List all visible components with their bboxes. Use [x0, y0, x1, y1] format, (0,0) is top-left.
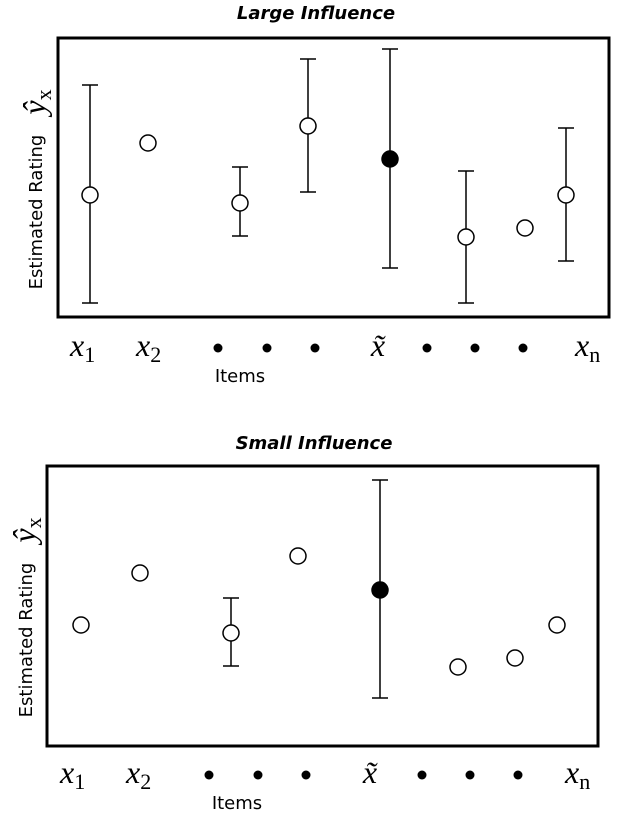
y-label: Estimated Rating	[16, 563, 37, 718]
x-item: xn	[564, 754, 590, 794]
y-symbol-sub: x	[31, 89, 56, 100]
x-item: xn	[574, 327, 600, 367]
marker	[518, 343, 528, 353]
label-part: x	[135, 327, 150, 363]
x-item: x̃	[362, 754, 378, 790]
marker	[289, 547, 307, 565]
label-part: x	[564, 754, 579, 790]
x-item: x1	[69, 327, 95, 367]
marker	[422, 343, 432, 353]
marker	[506, 649, 524, 667]
y-symbol: ŷx	[16, 89, 56, 117]
label-part: x	[125, 754, 140, 790]
marker	[513, 770, 523, 780]
plot-frame	[45, 464, 600, 748]
y-symbol-sub: x	[21, 517, 46, 528]
label-part: n	[579, 769, 590, 794]
marker	[470, 343, 480, 353]
label-part: 2	[150, 342, 161, 367]
marker	[301, 770, 311, 780]
ellipsis-dots	[213, 343, 528, 353]
y-symbol-base: ŷ	[16, 100, 52, 118]
x-label: Items	[215, 366, 265, 387]
marker	[213, 343, 223, 353]
marker	[457, 228, 475, 246]
x-item: x̃	[370, 327, 386, 363]
label-part: 1	[84, 342, 95, 367]
panel-title: Large Influence	[237, 3, 395, 24]
error-bars	[82, 48, 574, 304]
marker	[299, 117, 317, 135]
ellipsis-dots	[204, 770, 523, 780]
marker	[371, 581, 389, 599]
label-part: x	[69, 327, 84, 363]
error-bars	[223, 479, 388, 699]
x-label: Items	[212, 793, 262, 814]
plot-frame	[56, 36, 611, 319]
label-part: x	[59, 754, 74, 790]
y-symbol-base: ŷ	[6, 528, 42, 546]
label-part: 2	[140, 769, 151, 794]
points	[72, 547, 566, 676]
panel-title: Small Influence	[236, 433, 393, 454]
x-item: x2	[135, 327, 161, 367]
marker	[131, 564, 149, 582]
label-part: n	[589, 342, 600, 367]
marker	[231, 194, 249, 212]
marker	[465, 770, 475, 780]
panel-large: Large Influence Estimated Rating ŷx x1 x…	[16, 3, 611, 387]
x-item: x2	[125, 754, 151, 794]
label-part: 1	[74, 769, 85, 794]
marker	[204, 770, 214, 780]
marker	[417, 770, 427, 780]
marker	[557, 186, 575, 204]
marker	[381, 150, 399, 168]
y-label: Estimated Rating	[26, 135, 47, 290]
marker	[72, 616, 90, 634]
y-symbol: ŷx	[6, 517, 46, 545]
marker	[310, 343, 320, 353]
marker	[516, 219, 534, 237]
marker	[139, 134, 157, 152]
marker	[222, 624, 240, 642]
panel-small: Small Influence Estimated Rating ŷx x1 x…	[6, 433, 600, 814]
marker	[548, 616, 566, 634]
marker	[81, 186, 99, 204]
marker	[253, 770, 263, 780]
label-part: x	[574, 327, 589, 363]
x-item: x1	[59, 754, 85, 794]
marker	[262, 343, 272, 353]
marker	[449, 658, 467, 676]
points	[81, 117, 575, 246]
